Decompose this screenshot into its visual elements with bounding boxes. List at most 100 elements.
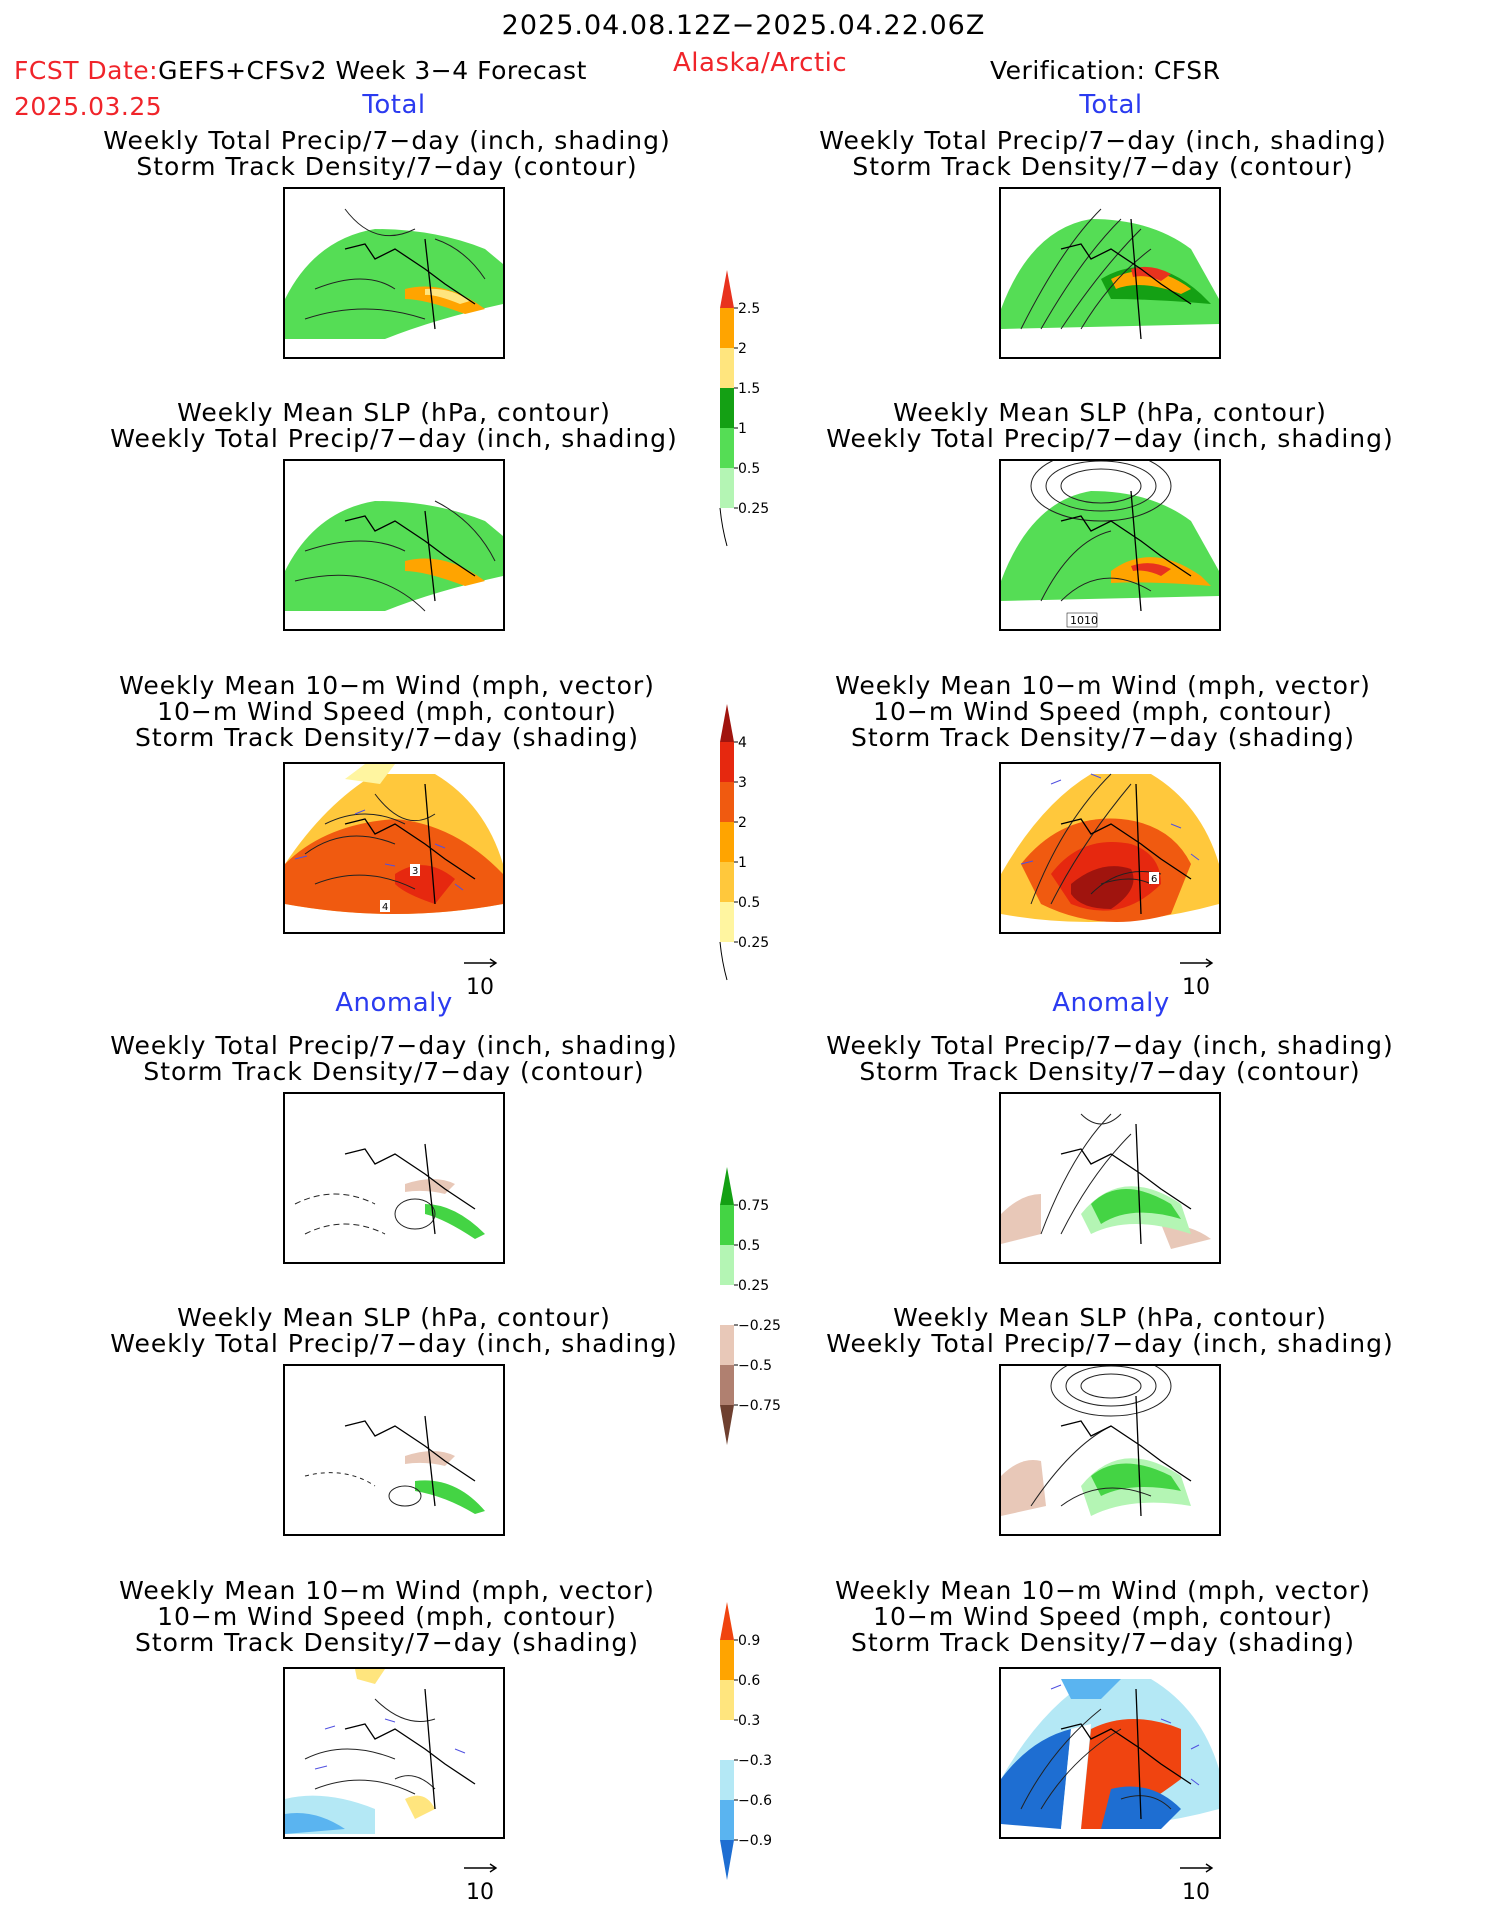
precip-anom-negative	[1001, 1194, 1041, 1244]
precip-moderate-shading	[1111, 271, 1191, 294]
precip-shading	[1001, 491, 1219, 601]
slp-contours	[1040, 530, 1152, 602]
colorbar-label: 2.5	[738, 301, 760, 317]
title-line: Weekly Total Precip/7−day (inch, shading…	[103, 126, 671, 155]
title-line: Weekly Mean 10−m Wind (mph, vector)	[835, 1576, 1371, 1605]
colorbar-storm-total-svg: 4 3 2 1 0.5 0.25	[719, 704, 769, 981]
map-total-slp-verification: 1010	[999, 459, 1221, 631]
precip-shading	[1001, 219, 1219, 329]
precip-moderate-shading	[425, 288, 470, 304]
colorbar-segment	[720, 1245, 734, 1285]
arrow-right-icon	[464, 958, 498, 968]
colorbar-segment	[720, 1720, 734, 1760]
panel-title-anom-slp-fcst: Weekly Mean SLP (hPa, contour) Weekly To…	[74, 1305, 714, 1357]
colorbar-label: 0.25	[738, 1278, 769, 1294]
panel-title-anom-precip-verif: Weekly Total Precip/7−day (inch, shading…	[790, 1033, 1430, 1085]
colorbar-segment	[720, 782, 734, 822]
storm-shading-low	[345, 764, 395, 784]
precip-shading	[285, 501, 503, 611]
title-line: Storm Track Density/7−day (contour)	[136, 152, 638, 181]
wind-vectors	[1020, 773, 1200, 865]
title-line: Weekly Mean SLP (hPa, contour)	[893, 1303, 1327, 1332]
panel-title-total-precip-verif: Weekly Total Precip/7−day (inch, shading…	[783, 128, 1423, 180]
storm-anom-positive-strong	[1081, 1719, 1181, 1829]
storm-anom-positive	[355, 1669, 385, 1684]
coastline	[344, 1688, 476, 1810]
storm-anom-contour-positive	[394, 1198, 436, 1230]
vector-ref-anom-verif: 10	[1179, 1855, 1215, 1905]
colorbar-segment	[720, 468, 734, 508]
colorbar-precip-anom-svg: 0.75 0.5 0.25 −0.25 −0.5 −0.75	[720, 1167, 781, 1445]
storm-anom-positive	[405, 1795, 435, 1819]
colorbar-label: 3	[738, 775, 747, 791]
colorbar-segment	[720, 1205, 734, 1245]
colorbar-segment	[720, 428, 734, 468]
title-line: 10−m Wind Speed (mph, contour)	[157, 697, 617, 726]
colorbar-segment	[720, 1365, 734, 1405]
colorbar-label: 4	[738, 735, 747, 751]
contour-label-box	[1066, 612, 1098, 628]
coastline	[344, 510, 476, 602]
colorbar-label: 0.75	[738, 1198, 769, 1214]
colorbar-precip-total: 2.5 2 1.5 1 0.5 0.25	[718, 268, 788, 562]
colorbar-segment	[720, 1167, 734, 1205]
colorbar-segment	[720, 822, 734, 862]
title-line: Storm Track Density/7−day (shading)	[135, 723, 639, 752]
coastline	[344, 1415, 476, 1507]
wind-anom-contours	[1020, 1708, 1172, 1810]
colorbar-label: 0.6	[738, 1673, 760, 1689]
vector-ref-total-verif: 10	[1179, 950, 1215, 1000]
storm-anom-contours	[1040, 1113, 1132, 1235]
vector-ref-label: 10	[466, 975, 494, 1000]
colorbar-segment	[720, 1760, 734, 1800]
precip-anom-negative	[1161, 1224, 1211, 1249]
map-anom-wind-forecast	[283, 1667, 505, 1839]
contour-label-box	[380, 900, 390, 912]
slp-contour-high	[1060, 468, 1142, 504]
title-line: Weekly Total Precip/7−day (inch, shading…	[110, 1329, 678, 1358]
colorbar-label: −0.5	[738, 1358, 772, 1374]
title-line: 10−m Wind Speed (mph, contour)	[157, 1602, 617, 1631]
colorbar-segment	[720, 1602, 734, 1640]
contour-label-box	[410, 864, 420, 876]
wind-speed-contours	[304, 793, 436, 890]
title-line: Weekly Total Precip/7−day (inch, shading…	[826, 1031, 1394, 1060]
wind-anom-vectors	[1050, 1684, 1200, 1786]
map-anom-precip-verification	[999, 1092, 1221, 1264]
section-total-forecast: Total	[362, 90, 426, 120]
colorbar-storm-anom-svg: 0.9 0.6 0.3 −0.3 −0.6 −0.9	[720, 1602, 772, 1880]
title-line: 10−m Wind Speed (mph, contour)	[873, 697, 1333, 726]
title-line: Storm Track Density/7−day (shading)	[851, 723, 1355, 752]
title-line: Storm Track Density/7−day (contour)	[143, 1057, 645, 1086]
storm-contours	[1020, 208, 1152, 330]
colorbar-label: 2	[738, 815, 747, 831]
forecast-model-line: FCST Date:GEFS+CFSv2 Week 3−4 Forecast	[14, 56, 587, 85]
colorbar-label: 0.25	[738, 935, 769, 951]
section-anomaly-forecast: Anomaly	[335, 988, 453, 1018]
contour-label: 6	[1151, 874, 1157, 885]
title-line: Weekly Total Precip/7−day (inch, shading…	[110, 1031, 678, 1060]
colorbar-label: −0.9	[738, 1833, 772, 1849]
colorbar-segment	[720, 902, 734, 942]
coastline	[1060, 1395, 1192, 1517]
coastline	[1060, 783, 1192, 915]
map-anom-precip-forecast	[283, 1092, 505, 1264]
map-anom-slp-forecast	[283, 1364, 505, 1536]
precip-anom-negative	[1001, 1460, 1046, 1516]
colorbar-label: 0.3	[738, 1713, 760, 1729]
wind-anom-contours	[304, 1698, 436, 1795]
colorbar-label: 0.5	[738, 895, 760, 911]
slp-anom-contour	[388, 1485, 422, 1507]
precip-anom-positive	[1091, 1189, 1181, 1224]
colorbar-label: 1.5	[738, 381, 760, 397]
colorbar-segment	[720, 862, 734, 902]
map-total-slp-forecast	[283, 459, 505, 631]
title-line: Storm Track Density/7−day (contour)	[852, 152, 1354, 181]
coastline	[1060, 1688, 1192, 1820]
arrow-right-icon	[464, 1863, 498, 1873]
fcst-date-label: FCST Date:	[14, 56, 159, 85]
wind-anom-vectors	[314, 1718, 466, 1770]
colorbar-label: 1	[738, 855, 747, 871]
storm-anom-contours-negative	[294, 1193, 386, 1235]
vector-ref-label: 10	[1182, 975, 1210, 1000]
